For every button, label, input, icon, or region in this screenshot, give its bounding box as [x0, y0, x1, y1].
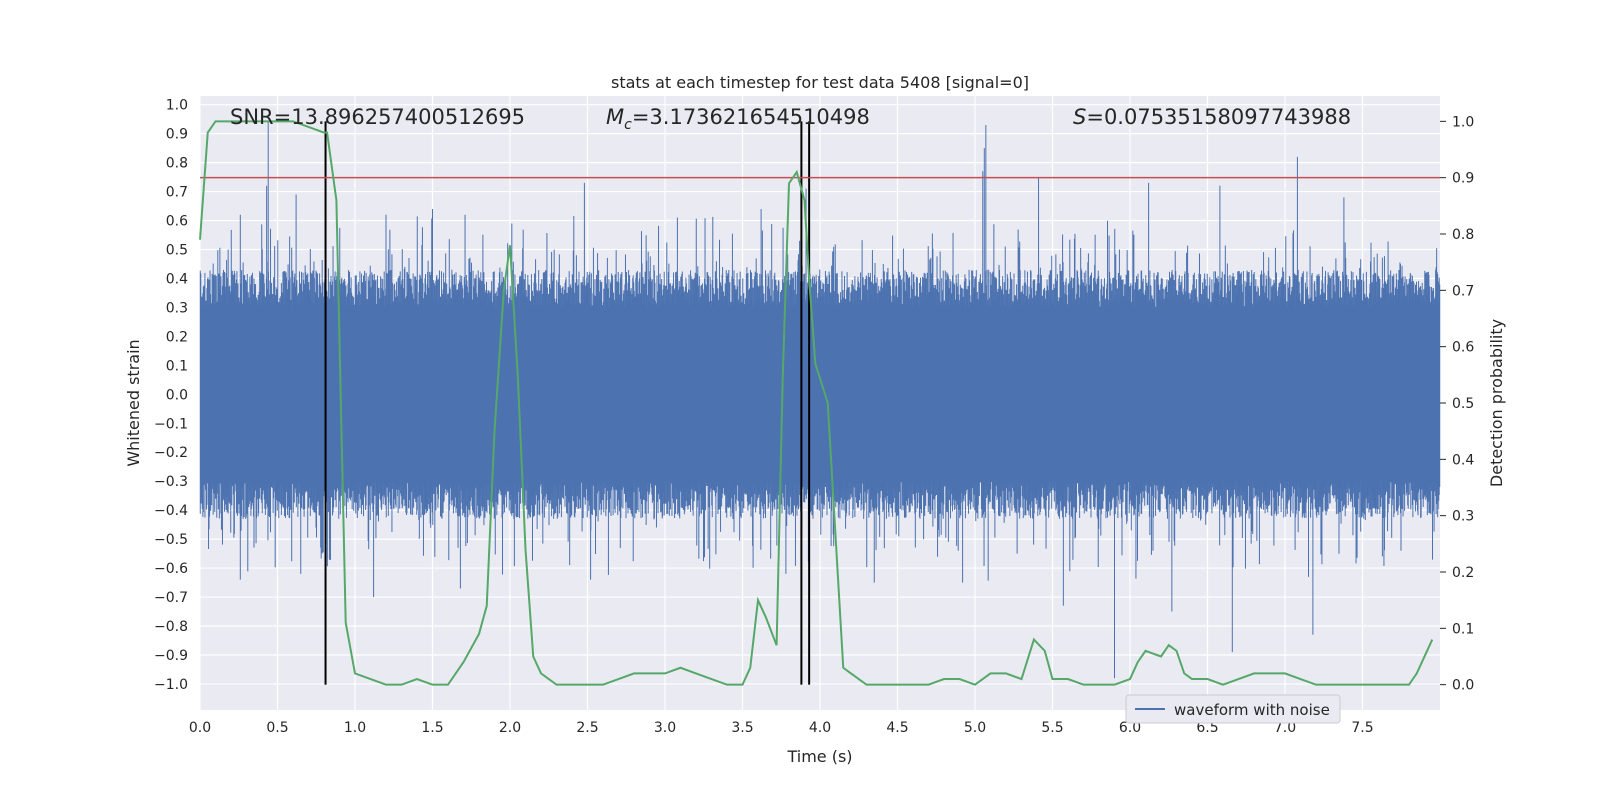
y-tick-label: −1.0	[154, 677, 188, 693]
y-tick-label: 1.0	[166, 98, 188, 114]
y-tick-label: −0.3	[154, 474, 188, 490]
y-tick-label: −0.1	[154, 416, 188, 432]
snr-annotation: SNR=13.896257400512695	[230, 105, 525, 129]
x-tick-label: 5.5	[1041, 720, 1063, 736]
x-tick-label: 7.5	[1351, 720, 1373, 736]
y2-tick-label: 0.0	[1452, 678, 1474, 694]
x-tick-label: 2.5	[576, 720, 598, 736]
y-tick-label: 0.8	[166, 156, 188, 172]
x-tick-label: 3.0	[654, 720, 676, 736]
axis-ticks: 0.0 0.5 1.0 1.5 2.0 2.5 3.0 3.5 4.0 4.5 5.0 5.5 6.0 6…	[154, 98, 1474, 736]
x-tick-label: 4.5	[886, 720, 908, 736]
y-tick-label: −0.5	[154, 532, 188, 548]
legend-box	[1125, 694, 1341, 724]
statistic-value: =0.07535158097743988	[1086, 105, 1351, 129]
x-tick-label: 7.0	[1274, 720, 1296, 736]
y-tick-label: 0.6	[166, 214, 188, 230]
y2-tick-label: 0.3	[1452, 509, 1474, 525]
x-tick-label: 1.5	[421, 720, 443, 736]
y-tick-label: 0.4	[166, 271, 188, 287]
y-tick-label: −0.8	[154, 619, 188, 635]
y-axis-label: Whitened strain	[124, 339, 143, 466]
statistic-symbol: S	[1073, 105, 1086, 129]
y2-tick-label: 1.0	[1452, 114, 1474, 130]
y2-tick-label: 0.1	[1452, 621, 1474, 637]
x-tick-label: 6.5	[1196, 720, 1218, 736]
x-tick-label: 1.0	[344, 720, 366, 736]
y2-axis-label: Detection probability	[1487, 319, 1506, 487]
y2-tick-label: 0.2	[1452, 565, 1474, 581]
y-tick-label: −0.4	[154, 503, 188, 519]
chirp-mass-symbol: M	[606, 105, 624, 129]
y-tick-label: 0.5	[166, 243, 188, 259]
vertical-markers	[324, 121, 811, 685]
chirp-mass-value: =3.173621654510498	[632, 105, 870, 129]
chart-title: stats at each timestep for test data 540…	[611, 73, 1029, 92]
x-tick-label: 4.0	[809, 720, 831, 736]
x-tick-label: 6.0	[1119, 720, 1141, 736]
waveform-series	[199, 122, 1441, 679]
y2-tick-label: 0.5	[1452, 396, 1474, 412]
y-tick-label: 0.0	[166, 387, 188, 403]
y2-tick-label: 0.7	[1452, 283, 1474, 299]
x-tick-label: 2.0	[499, 720, 521, 736]
y2-tick-label: 0.9	[1452, 171, 1474, 187]
y2-tick-label: 0.4	[1452, 452, 1474, 468]
y-tick-label: −0.9	[154, 648, 188, 664]
legend-label: waveform with noise	[1174, 701, 1330, 719]
y2-tick-label: 0.8	[1452, 227, 1474, 243]
y-tick-label: 0.7	[166, 185, 188, 201]
y-tick-label: 0.3	[166, 300, 188, 316]
y-tick-label: 0.1	[166, 358, 188, 374]
x-tick-label: 0.5	[266, 720, 288, 736]
chirp-mass-subscript: c	[624, 117, 632, 133]
x-axis-label: Time (s)	[786, 747, 852, 766]
y2-tick-label: 0.6	[1452, 340, 1474, 356]
y-tick-label: 0.2	[166, 329, 188, 345]
x-tick-label: 0.0	[189, 720, 211, 736]
y-tick-label: −0.6	[154, 561, 188, 577]
y-tick-label: 0.9	[166, 127, 188, 143]
y-tick-label: −0.7	[154, 590, 188, 606]
y-tick-label: −0.2	[154, 445, 188, 461]
legend: waveform with noise	[1125, 694, 1341, 724]
chirp-mass-annotation: Mc=3.173621654510498	[606, 105, 870, 133]
detection-probability-line	[199, 120, 1434, 686]
x-tick-label: 3.5	[731, 720, 753, 736]
statistic-annotation: S=0.07535158097743988	[1073, 105, 1351, 129]
x-tick-label: 5.0	[964, 720, 986, 736]
